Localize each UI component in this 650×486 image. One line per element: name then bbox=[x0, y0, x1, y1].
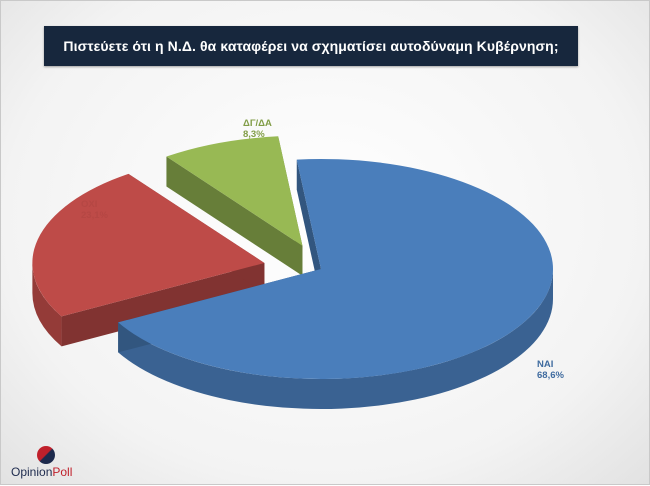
data-label-value: 23,1% bbox=[81, 210, 108, 221]
pie-slice-wall bbox=[166, 156, 303, 276]
pie-slice-side bbox=[32, 262, 62, 347]
logo-text-part1: Opinion bbox=[11, 465, 53, 479]
pie-slice-2 bbox=[166, 136, 303, 276]
logo-text: OpinionPoll bbox=[11, 465, 72, 479]
pie-slice-wall bbox=[61, 262, 265, 347]
data-label-category: ΟΧΙ bbox=[81, 199, 97, 210]
data-label-value: 8,3% bbox=[243, 129, 265, 140]
title-bar: Πιστεύετε ότι η Ν.Δ. θα καταφέρει να σχη… bbox=[44, 26, 578, 66]
pie-slice-top bbox=[32, 173, 265, 317]
logo-mark-icon bbox=[37, 446, 55, 464]
pie-slice-wall bbox=[296, 159, 321, 299]
chart-title: Πιστεύετε ότι η Ν.Δ. θα καταφέρει να σχη… bbox=[63, 38, 559, 54]
pie-slice-0 bbox=[118, 158, 554, 410]
data-label-category: ΔΓ/ΔΑ bbox=[243, 118, 272, 129]
pie-slice-top bbox=[166, 136, 303, 246]
pie-slice-side bbox=[118, 269, 553, 410]
data-label-category: ΝΑΙ bbox=[537, 359, 553, 370]
pie-slice-top bbox=[118, 158, 554, 380]
data-label-value: 68,6% bbox=[537, 370, 564, 381]
logo-text-part2: Poll bbox=[52, 465, 73, 479]
pie-slice-1 bbox=[32, 173, 265, 347]
opinionpoll-logo: OpinionPoll bbox=[9, 444, 99, 480]
